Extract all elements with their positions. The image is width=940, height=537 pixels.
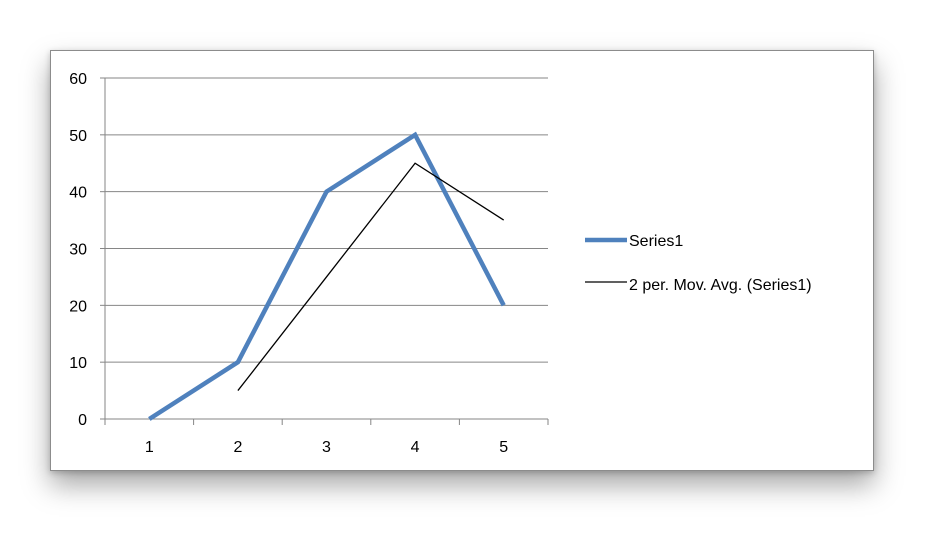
x-tick-label: 2 xyxy=(233,439,242,456)
axes xyxy=(100,77,549,425)
x-tick-label: 1 xyxy=(145,439,154,456)
y-tick-label: 10 xyxy=(69,355,87,372)
y-tick-label: 40 xyxy=(69,185,87,202)
x-axis-tick-labels: 1 2 3 4 5 xyxy=(145,439,508,456)
legend-label-moving-average: 2 per. Mov. Avg. (Series1) xyxy=(629,277,812,294)
x-tick-label: 3 xyxy=(322,439,331,456)
gridlines xyxy=(105,77,548,363)
line-chart: 0 10 20 30 40 50 60 1 2 3 4 5 Series1 2 per. Mov. … xyxy=(69,71,812,456)
y-tick-label: 20 xyxy=(69,298,87,315)
moving-average-line xyxy=(237,162,505,391)
y-axis-tick-labels: 0 10 20 30 40 50 60 xyxy=(69,71,87,429)
legend-label-series1: Series1 xyxy=(629,233,683,250)
y-tick-label: 50 xyxy=(69,128,87,145)
legend: Series1 2 per. Mov. Avg. (Series1) xyxy=(585,233,812,294)
y-tick-label: 30 xyxy=(69,242,87,259)
y-tick-label: 0 xyxy=(78,412,87,429)
x-tick-label: 4 xyxy=(411,439,420,456)
chart-frame: 0 10 20 30 40 50 60 1 2 3 4 5 Series1 2 per. Mov. … xyxy=(50,50,874,471)
series-layer xyxy=(148,131,506,421)
y-tick-label: 60 xyxy=(69,71,87,88)
x-tick-label: 5 xyxy=(499,439,508,456)
